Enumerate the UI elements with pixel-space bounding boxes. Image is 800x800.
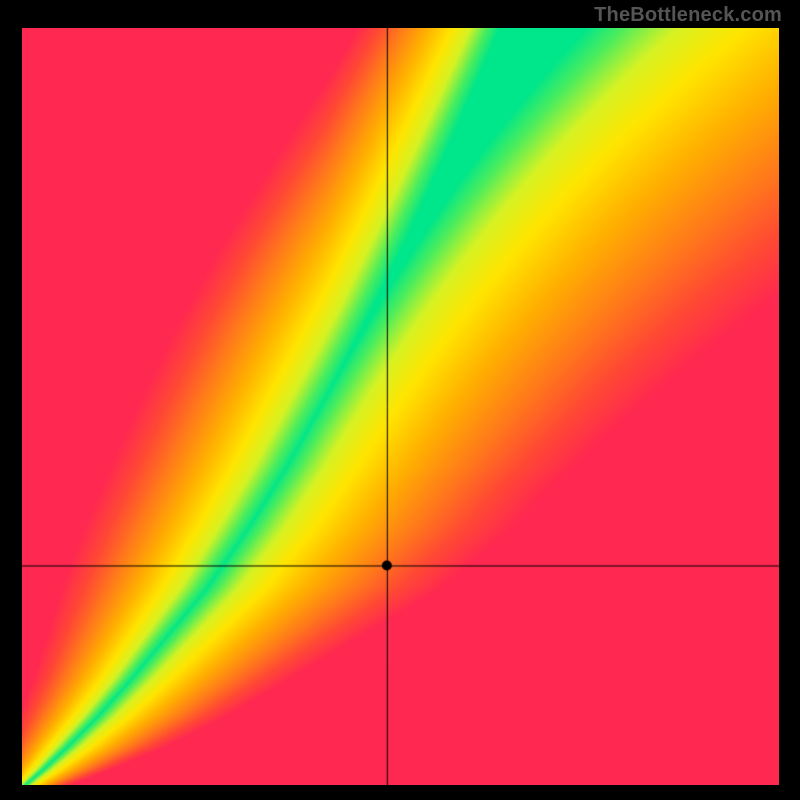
bottleneck-heatmap bbox=[22, 28, 779, 785]
watermark-text: TheBottleneck.com bbox=[594, 4, 782, 27]
chart-container: TheBottleneck.com bbox=[0, 0, 800, 800]
